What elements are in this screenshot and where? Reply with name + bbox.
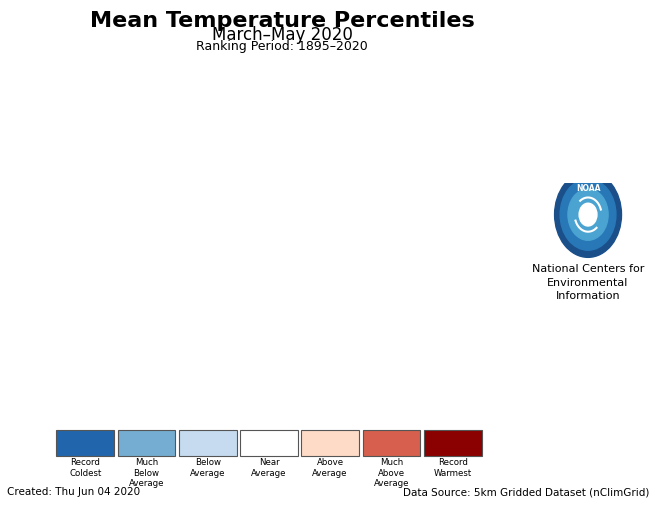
Text: March–May 2020: March–May 2020 (212, 26, 352, 44)
Bar (117, 431, 175, 456)
Bar (56, 431, 114, 456)
Text: Ranking Period: 1895–2020: Ranking Period: 1895–2020 (196, 40, 368, 53)
Text: Mean Temperature Percentiles: Mean Temperature Percentiles (90, 11, 474, 31)
Text: National Centers for
Environmental
Information: National Centers for Environmental Infor… (532, 265, 644, 301)
Bar (424, 431, 482, 456)
Text: Record
Coldest: Record Coldest (69, 458, 102, 477)
Text: Much
Below
Average: Much Below Average (129, 458, 164, 488)
Text: Data Source: 5km Gridded Dataset (nClimGrid): Data Source: 5km Gridded Dataset (nClimG… (403, 487, 649, 497)
Text: NOAA: NOAA (576, 184, 600, 193)
Text: Above
Average: Above Average (312, 458, 348, 477)
Circle shape (554, 172, 621, 258)
Text: Near
Average: Near Average (251, 458, 287, 477)
Circle shape (560, 179, 616, 250)
Bar (240, 431, 298, 456)
Text: Created: Thu Jun 04 2020: Created: Thu Jun 04 2020 (7, 487, 140, 497)
Text: Record
Warmest: Record Warmest (434, 458, 472, 477)
Bar (179, 431, 237, 456)
Circle shape (579, 203, 597, 226)
Bar (301, 431, 359, 456)
Text: Much
Above
Average: Much Above Average (374, 458, 409, 488)
Bar (363, 431, 420, 456)
Text: Below
Average: Below Average (190, 458, 226, 477)
Circle shape (568, 189, 608, 240)
